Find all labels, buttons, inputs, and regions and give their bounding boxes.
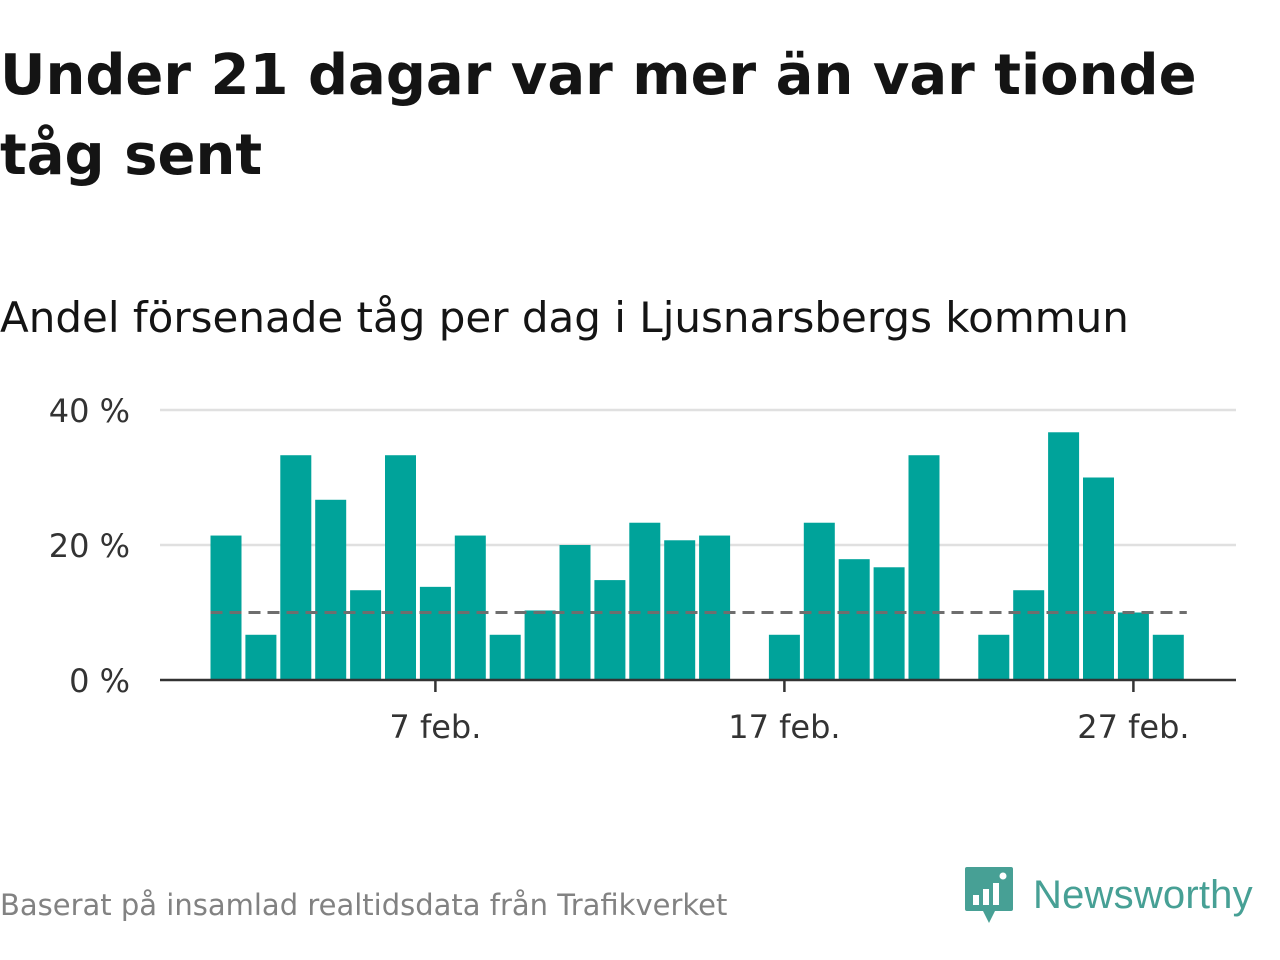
bar (838, 559, 870, 680)
bar (629, 522, 661, 680)
chart-title: Under 21 dagar var mer än var tionde tåg… (0, 43, 1197, 188)
bar (454, 535, 486, 680)
bar (594, 580, 626, 680)
x-tick-label: 17 feb. (728, 708, 840, 746)
bar (210, 535, 242, 680)
bar (245, 634, 277, 680)
x-tick-label: 27 feb. (1077, 708, 1189, 746)
brand-logo: Newsworthy (963, 864, 1253, 926)
bar (419, 586, 451, 680)
y-tick-label: 40 % (49, 392, 130, 430)
x-tick-label: 7 feb. (389, 708, 481, 746)
bar (315, 499, 347, 680)
bar (1083, 477, 1114, 680)
bar-chart-speech-bubble-icon (965, 867, 1013, 923)
bar (385, 455, 416, 680)
bar (699, 535, 731, 680)
bar (1152, 634, 1184, 680)
bar (908, 455, 940, 680)
chart-subtitle: Andel försenade tåg per dag i Ljusnarsbe… (0, 293, 1129, 342)
y-tick-label: 0 % (69, 662, 130, 700)
brand-name: Newsworthy (1033, 872, 1253, 917)
bar (280, 455, 312, 680)
bar (978, 634, 1010, 680)
bar (768, 634, 800, 680)
bar (1048, 432, 1080, 680)
bar (1013, 590, 1045, 680)
bar-chart: 0 % 20 % 40 % 7 feb. 17 feb. 27 feb. (49, 392, 1236, 746)
bar (524, 610, 556, 680)
source-note: Baserat på insamlad realtidsdata från Tr… (0, 888, 728, 922)
bar (873, 567, 905, 680)
bar (664, 540, 696, 680)
bar (350, 590, 382, 680)
bar (489, 634, 521, 680)
bar (803, 522, 835, 680)
bar (1117, 612, 1149, 680)
y-tick-label: 20 % (49, 527, 130, 565)
